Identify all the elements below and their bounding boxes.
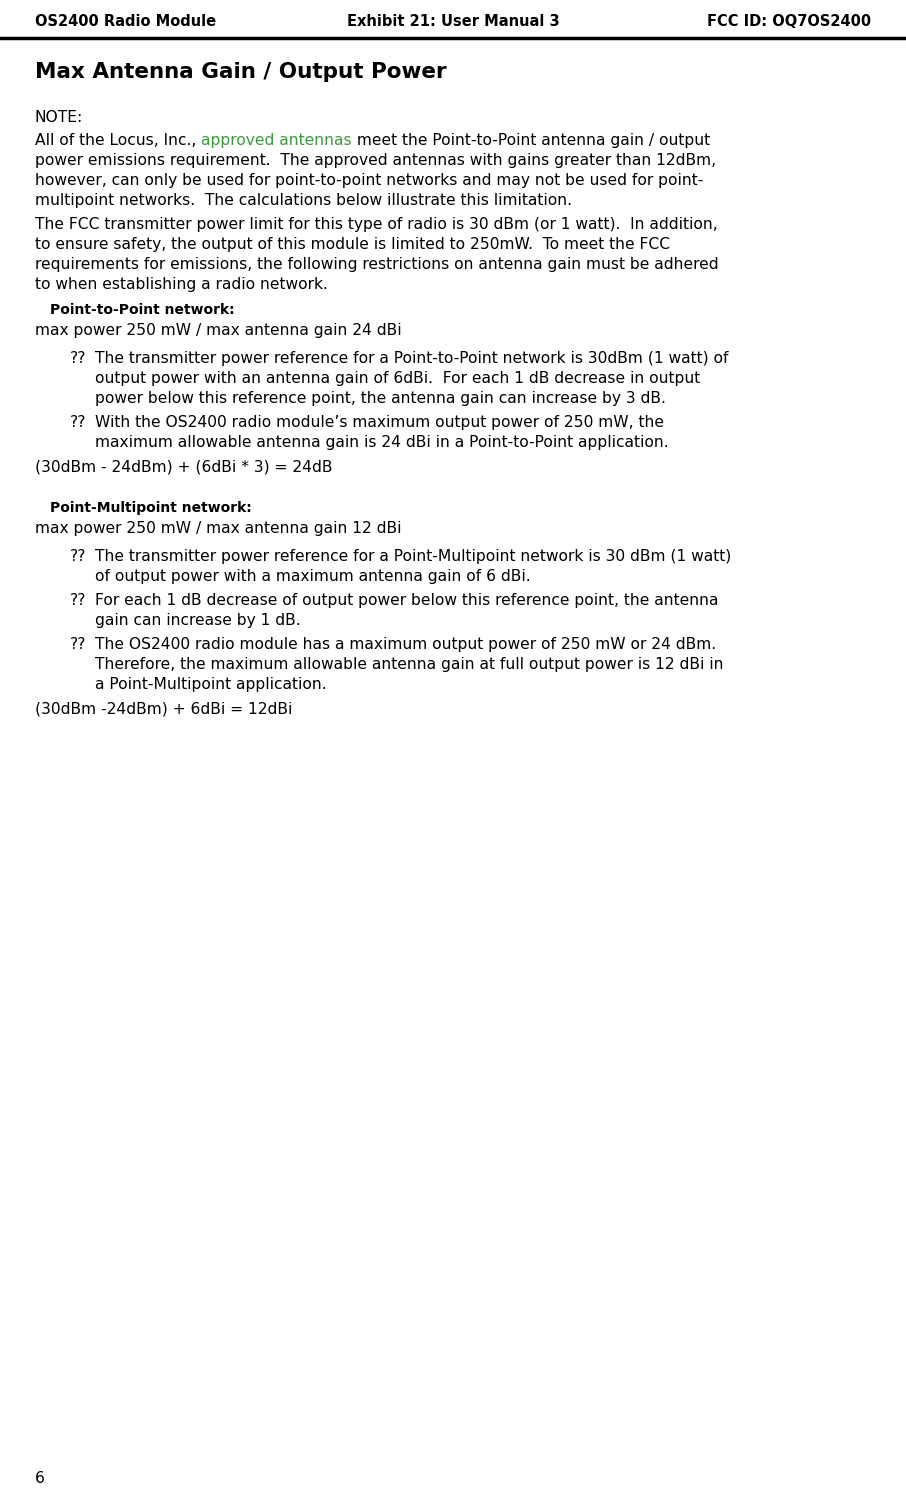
Text: The transmitter power reference for a Point-to-Point network is 30dBm (1 watt) o: The transmitter power reference for a Po… <box>95 350 728 365</box>
Text: Exhibit 21: User Manual 3: Exhibit 21: User Manual 3 <box>347 13 559 28</box>
Text: max power 250 mW / max antenna gain 24 dBi: max power 250 mW / max antenna gain 24 d… <box>35 324 401 338</box>
Text: ??: ?? <box>70 414 86 429</box>
Text: to when establishing a radio network.: to when establishing a radio network. <box>35 277 328 292</box>
Text: ??: ?? <box>70 350 86 365</box>
Text: (30dBm - 24dBm) + (6dBi * 3) = 24dB: (30dBm - 24dBm) + (6dBi * 3) = 24dB <box>35 459 333 474</box>
Text: NOTE:: NOTE: <box>35 110 83 125</box>
Text: The transmitter power reference for a Point-Multipoint network is 30 dBm (1 watt: The transmitter power reference for a Po… <box>95 549 731 564</box>
Text: power emissions requirement.  The approved antennas with gains greater than 12dB: power emissions requirement. The approve… <box>35 154 716 168</box>
Text: approved antennas: approved antennas <box>201 133 352 148</box>
Text: output power with an antenna gain of 6dBi.  For each 1 dB decrease in output: output power with an antenna gain of 6dB… <box>95 371 700 386</box>
Text: ??: ?? <box>70 593 86 608</box>
Text: a Point-Multipoint application.: a Point-Multipoint application. <box>95 677 327 692</box>
Text: OS2400 Radio Module: OS2400 Radio Module <box>35 13 217 28</box>
Text: max power 250 mW / max antenna gain 12 dBi: max power 250 mW / max antenna gain 12 d… <box>35 520 401 535</box>
Text: of output power with a maximum antenna gain of 6 dBi.: of output power with a maximum antenna g… <box>95 570 531 584</box>
Text: requirements for emissions, the following restrictions on antenna gain must be a: requirements for emissions, the followin… <box>35 256 718 271</box>
Text: however, can only be used for point-to-point networks and may not be used for po: however, can only be used for point-to-p… <box>35 173 703 188</box>
Text: The OS2400 radio module has a maximum output power of 250 mW or 24 dBm.: The OS2400 radio module has a maximum ou… <box>95 637 716 652</box>
Text: Point-Multipoint network:: Point-Multipoint network: <box>50 501 252 514</box>
Text: 6: 6 <box>35 1472 45 1487</box>
Text: meet the Point-to-Point antenna gain / output: meet the Point-to-Point antenna gain / o… <box>352 133 710 148</box>
Text: ??: ?? <box>70 549 86 564</box>
Text: gain can increase by 1 dB.: gain can increase by 1 dB. <box>95 613 301 628</box>
Text: For each 1 dB decrease of output power below this reference point, the antenna: For each 1 dB decrease of output power b… <box>95 593 718 608</box>
Text: multipoint networks.  The calculations below illustrate this limitation.: multipoint networks. The calculations be… <box>35 192 572 209</box>
Text: All of the Locus, Inc.,: All of the Locus, Inc., <box>35 133 201 148</box>
Text: (30dBm -24dBm) + 6dBi = 12dBi: (30dBm -24dBm) + 6dBi = 12dBi <box>35 701 293 716</box>
Text: ??: ?? <box>70 637 86 652</box>
Text: maximum allowable antenna gain is 24 dBi in a Point-to-Point application.: maximum allowable antenna gain is 24 dBi… <box>95 435 669 450</box>
Text: FCC ID: OQ7OS2400: FCC ID: OQ7OS2400 <box>707 13 871 28</box>
Text: Max Antenna Gain / Output Power: Max Antenna Gain / Output Power <box>35 63 447 82</box>
Text: Therefore, the maximum allowable antenna gain at full output power is 12 dBi in: Therefore, the maximum allowable antenna… <box>95 658 724 672</box>
Text: to ensure safety, the output of this module is limited to 250mW.  To meet the FC: to ensure safety, the output of this mod… <box>35 237 670 252</box>
Text: With the OS2400 radio module’s maximum output power of 250 mW, the: With the OS2400 radio module’s maximum o… <box>95 414 664 429</box>
Text: Point-to-Point network:: Point-to-Point network: <box>50 303 235 318</box>
Text: The FCC transmitter power limit for this type of radio is 30 dBm (or 1 watt).  I: The FCC transmitter power limit for this… <box>35 218 718 233</box>
Text: power below this reference point, the antenna gain can increase by 3 dB.: power below this reference point, the an… <box>95 391 666 406</box>
